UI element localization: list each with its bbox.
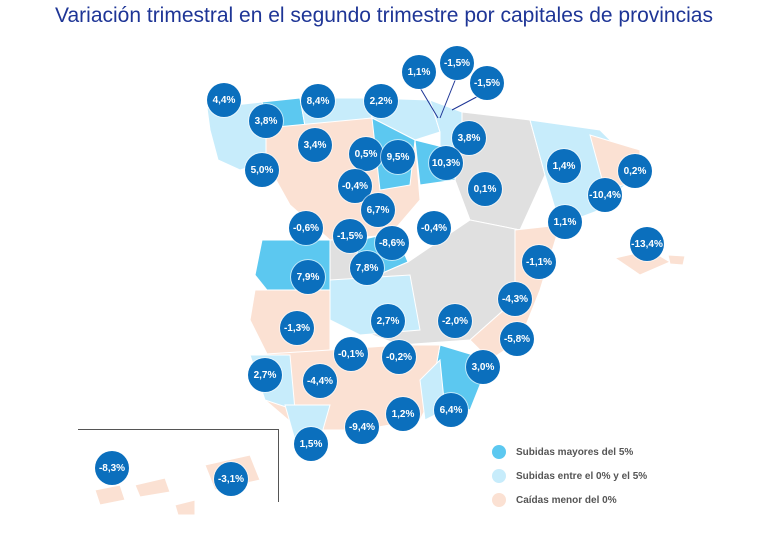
legend-item-fall: Caídas menor del 0% [492, 488, 647, 512]
label-tarragona: 1,1% [548, 205, 582, 239]
label-teruel: -0,4% [417, 211, 451, 245]
legend-label-fall: Caídas menor del 0% [516, 494, 617, 506]
label-lugo: 3,8% [249, 104, 283, 138]
label-sevilla: -4,4% [303, 364, 337, 398]
label-burgos: 9,5% [381, 140, 415, 174]
label-san-sebastian: -1,5% [440, 46, 474, 80]
label-cuenca: -2,0% [438, 304, 472, 338]
label-albacete: -0,2% [382, 340, 416, 374]
label-pamplona: 3,8% [452, 121, 486, 155]
legend-swatch-rise [492, 469, 506, 483]
legend-item-strong-rise: Subidas mayores del 5% [492, 440, 647, 464]
label-granada: 1,2% [386, 397, 420, 431]
label-madrid: 7,8% [350, 251, 384, 285]
label-badajoz: -1,3% [280, 311, 314, 345]
callout-line-1 [418, 85, 439, 119]
label-bilbao: 2,2% [364, 84, 398, 118]
label-toledo: 2,7% [371, 304, 405, 338]
label-santander: 8,4% [301, 84, 335, 118]
label-avila: -1,5% [333, 219, 367, 253]
label-lleida: 1,4% [547, 149, 581, 183]
callout-line-2 [439, 77, 457, 119]
label-alicante: -5,8% [500, 322, 534, 356]
label-cadiz: 1,5% [294, 427, 328, 461]
legend-label-strong-rise: Subidas mayores del 5% [516, 446, 634, 458]
label-logrono: 10,3% [429, 146, 463, 180]
label-girona: 0,2% [618, 154, 652, 188]
label-malaga: -9,4% [345, 410, 379, 444]
legend-label-rise: Subidas entre el 0% y el 5% [516, 470, 648, 482]
label-a-coruna: 4,4% [207, 83, 241, 117]
label-ourense: 5,0% [245, 153, 279, 187]
label-castellon: -1,1% [522, 245, 556, 279]
legend-swatch-fall [492, 493, 506, 507]
region-canary-west [94, 484, 126, 506]
legend-item-rise: Subidas entre el 0% y el 5% [492, 464, 647, 488]
label-caceres: 7,9% [291, 260, 325, 294]
region-canary-south [174, 499, 196, 516]
label-valencia: -4,3% [498, 282, 532, 316]
label-guadalajara: -8,6% [375, 226, 409, 260]
map-legend: Subidas mayores del 5% Subidas entre el … [492, 440, 647, 512]
legend-swatch-strong-rise [492, 445, 506, 459]
label-las-palmas: -3,1% [214, 462, 248, 496]
label-vitoria: 1,1% [402, 55, 436, 89]
label-palencia: 0,5% [349, 137, 383, 171]
label-salamanca: -0,6% [289, 211, 323, 245]
label-huesca: 0,1% [468, 172, 502, 206]
label-segovia: 6,7% [361, 193, 395, 227]
map-title: Variación trimestral en el segundo trime… [55, 4, 713, 27]
label-almeria: 6,4% [434, 393, 468, 427]
label-santa-cruz: -8,3% [95, 451, 129, 485]
label-ciudad-real: -0,1% [334, 337, 368, 371]
canary-inset-frame [78, 429, 279, 502]
region-canary-mid [134, 477, 171, 498]
label-huelva: 2,7% [248, 358, 282, 392]
label-pamplona-callout: -1,5% [470, 66, 504, 100]
label-barcelona: -10,4% [588, 178, 622, 212]
label-leon: 3,4% [298, 128, 332, 162]
label-palma: -13,4% [630, 227, 664, 261]
region-menorca [667, 254, 686, 266]
label-murcia: 3,0% [466, 350, 500, 384]
